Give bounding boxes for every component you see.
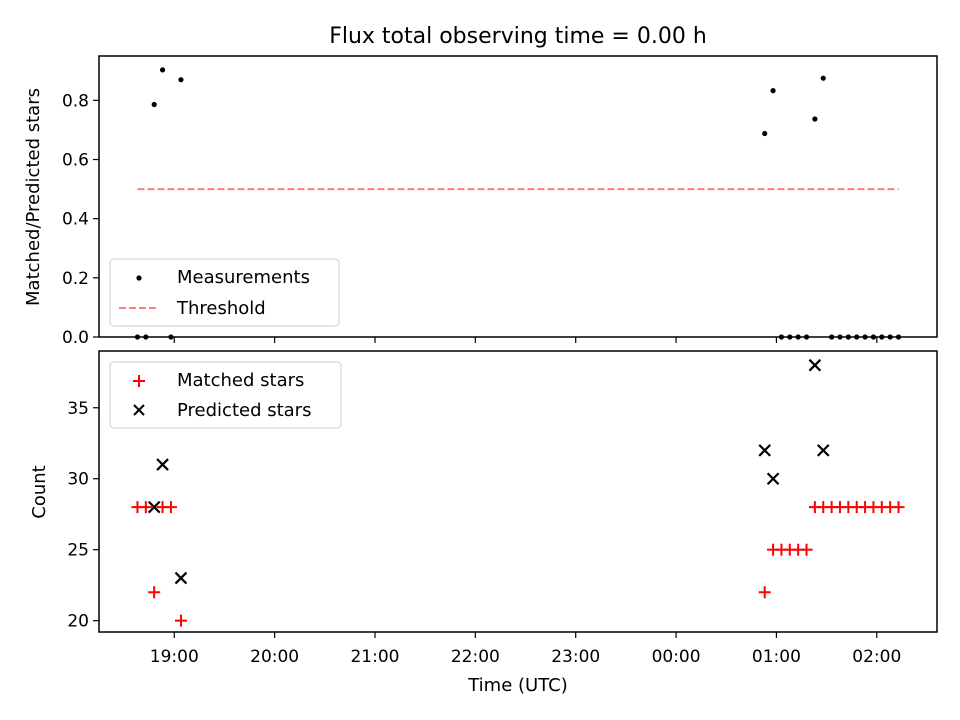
x-tick-label: 19:00 xyxy=(150,647,199,667)
matched-star-point xyxy=(148,586,161,599)
top-y-tick-label: 0.6 xyxy=(62,151,89,171)
bottom-y-tick-label: 20 xyxy=(67,612,89,632)
matched-star-point xyxy=(758,586,771,599)
bottom-axes-frame xyxy=(98,350,938,633)
x-tick-label: 00:00 xyxy=(652,647,701,667)
top-x-ticks xyxy=(173,337,878,343)
x-tick-label: 23:00 xyxy=(551,647,600,667)
matched-star-point xyxy=(800,543,813,556)
bottom-y-ticks: 20 25 30 35 xyxy=(67,399,99,632)
predicted-star-point xyxy=(156,458,169,471)
x-tick-label: 20:00 xyxy=(250,647,299,667)
legend-matched-label: Matched stars xyxy=(177,370,304,391)
measurement-point xyxy=(762,130,768,137)
predicted-star-point xyxy=(816,444,830,457)
measurement-point xyxy=(820,75,826,81)
predicted-star-point xyxy=(766,472,780,486)
top-y-tick-label: 0.0 xyxy=(62,328,89,348)
top-legend-box xyxy=(109,258,340,327)
bottom-legend-box xyxy=(109,361,342,429)
measurement-point xyxy=(159,67,166,73)
matched-star-point xyxy=(139,501,152,514)
x-tick-label: 21:00 xyxy=(350,647,399,667)
top-y-tick-label: 0.8 xyxy=(62,91,89,111)
bottom-plot-marks xyxy=(131,358,905,627)
measurement-point xyxy=(770,88,776,94)
measurement-point xyxy=(812,116,818,122)
bottom-y-axis-label: Count xyxy=(29,465,50,518)
bottom-y-tick-label: 35 xyxy=(67,399,89,419)
top-legend: Measurements Threshold xyxy=(109,258,340,327)
measurement-point xyxy=(151,101,157,108)
top-chart-title: Flux total observing time = 0.00 h xyxy=(329,24,707,49)
legend-predicted-marker xyxy=(133,404,145,416)
bottom-x-ticks: 19:00 20:00 21:00 22:00 23:00 00:00 01:00 02:00 xyxy=(150,632,901,667)
predicted-star-point xyxy=(808,358,822,372)
top-y-ticks: 0.0 0.2 0.4 0.6 0.8 xyxy=(62,91,99,348)
bottom-legend: Matched stars Predicted stars xyxy=(109,361,342,429)
matched-star-point xyxy=(892,501,905,514)
legend-matched-marker xyxy=(133,375,145,387)
bottom-y-tick-label: 30 xyxy=(67,470,89,490)
legend-predicted-label: Predicted stars xyxy=(177,400,311,421)
x-tick-label: 02:00 xyxy=(852,647,901,667)
matched-star-point xyxy=(164,501,177,514)
predicted-star-point xyxy=(147,500,161,514)
legend-measurements-label: Measurements xyxy=(177,267,310,288)
measurement-point xyxy=(178,77,184,83)
top-axes-frame xyxy=(98,55,938,338)
x-tick-label: 01:00 xyxy=(752,647,801,667)
predicted-star-point xyxy=(758,444,771,457)
x-tick-label: 22:00 xyxy=(451,647,500,667)
top-y-tick-label: 0.2 xyxy=(62,269,89,289)
bottom-y-tick-label: 25 xyxy=(67,541,89,561)
matched-star-point xyxy=(174,614,187,627)
legend-measurements-marker xyxy=(136,275,142,281)
top-y-axis-label: Matched/Predicted stars xyxy=(23,88,44,306)
predicted-star-point xyxy=(174,571,188,585)
legend-threshold-label: Threshold xyxy=(176,298,266,319)
top-y-tick-label: 0.4 xyxy=(62,210,89,230)
x-axis-label: Time (UTC) xyxy=(467,675,568,696)
